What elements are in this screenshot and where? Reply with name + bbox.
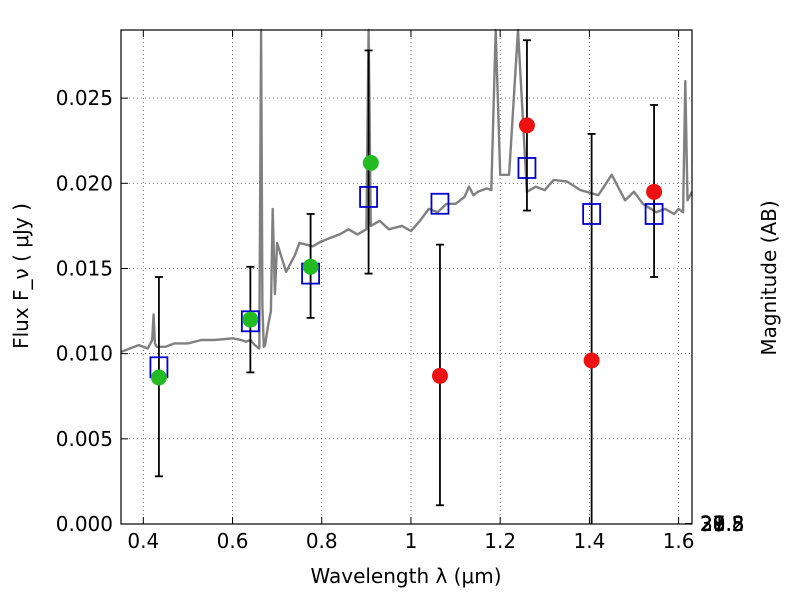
model-square-point — [644, 203, 664, 225]
right-tick-label: 28.2 — [700, 512, 745, 536]
right-axis-title: Magnitude (AB) — [757, 200, 781, 355]
right-tick-label: 27.8 — [700, 512, 745, 536]
x-tick-label: 1.4 — [573, 529, 605, 553]
y-tick-label: 0.020 — [56, 171, 113, 195]
x-tick-label: 0.8 — [306, 529, 338, 553]
x-axis-title: Wavelength λ (μm) — [310, 564, 501, 588]
model-square-series — [149, 157, 664, 379]
y-tick-label: 0.025 — [56, 86, 113, 110]
photometry-dot — [150, 369, 167, 386]
photometry-dot — [362, 154, 379, 171]
photometry-dot-series — [150, 117, 663, 386]
photometry-dot — [242, 311, 259, 328]
errorbar-series — [154, 39, 659, 524]
x-tick-label: 1.6 — [663, 529, 695, 553]
y-tick-label: 0.000 — [56, 512, 113, 536]
x-tick-label: 1.2 — [484, 529, 516, 553]
model-square-point — [240, 310, 260, 333]
axis-ticks: 0.4 0.6 0.8 1 1.2 1.4 1.6 0.000 0.005 0.010 0.015 0… — [56, 30, 745, 553]
plot-frame — [120, 29, 693, 525]
right-tick-label: 28 — [700, 512, 725, 536]
y-tick-label: 0.005 — [56, 427, 113, 451]
x-tick-label: 0.4 — [127, 529, 159, 553]
y-axis-title: Flux F_ν ( μJy ) — [9, 203, 33, 349]
right-tick-label: 28.5 — [700, 512, 745, 536]
model-square-point — [582, 203, 602, 225]
right-tick-label: 29 — [700, 512, 725, 536]
spectrum-series — [120, 28, 694, 354]
model-square-point — [430, 192, 450, 215]
right-tick-label: 30 — [700, 512, 725, 536]
spectrum-line — [120, 28, 694, 354]
y-tick-label: 0.010 — [56, 342, 113, 366]
photometry-dot — [583, 352, 600, 369]
photometry-dot — [518, 117, 535, 134]
photometry-dot — [431, 367, 448, 384]
grid — [121, 30, 692, 525]
photometry-dot — [646, 183, 663, 200]
x-tick-label: 1 — [405, 529, 418, 553]
model-square-point — [517, 157, 537, 179]
x-tick-label: 0.6 — [217, 529, 249, 553]
y-tick-label: 0.015 — [56, 256, 113, 280]
model-square-point — [359, 186, 378, 208]
photometry-dot — [302, 258, 319, 275]
right-tick-label: 29.5 — [700, 512, 745, 536]
right-tick-label: 31 — [700, 512, 725, 536]
